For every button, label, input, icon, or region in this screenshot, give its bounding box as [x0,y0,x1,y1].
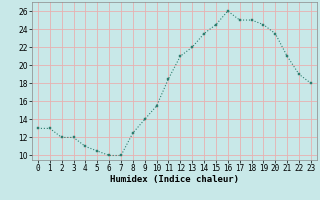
X-axis label: Humidex (Indice chaleur): Humidex (Indice chaleur) [110,175,239,184]
